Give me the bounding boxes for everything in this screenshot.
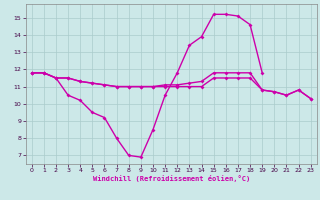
X-axis label: Windchill (Refroidissement éolien,°C): Windchill (Refroidissement éolien,°C)	[92, 175, 250, 182]
